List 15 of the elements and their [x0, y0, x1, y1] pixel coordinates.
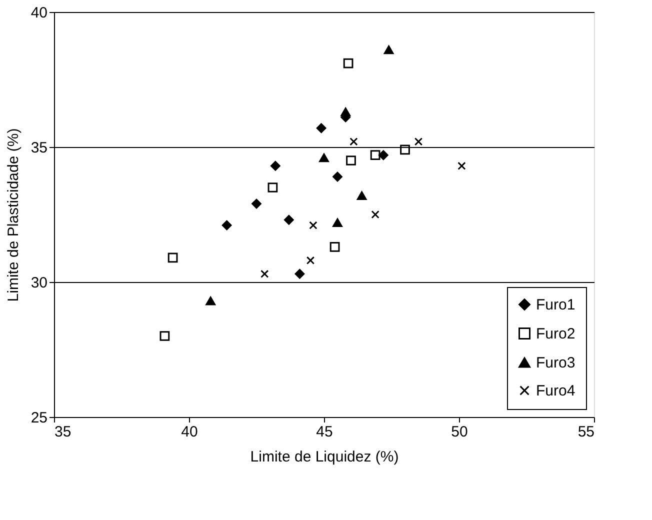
x-tick-label: 45 [316, 424, 333, 440]
y-tick-label: 30 [30, 274, 48, 292]
y-tick-label: 40 [30, 4, 48, 22]
x-tick-label: 40 [181, 424, 198, 440]
legend-label: Furo2 [536, 326, 576, 342]
x-tick-label: 55 [578, 424, 594, 440]
y-tick-label: 25 [30, 410, 48, 426]
x-tick-label: 50 [451, 424, 468, 440]
legend-label: Furo3 [536, 354, 576, 372]
legend-label: Furo1 [536, 296, 576, 314]
y-tick-label: 35 [30, 140, 48, 156]
legend-label: Furo4 [536, 382, 576, 400]
x-axis-title: Limite de Liquidez (%) [250, 448, 399, 466]
x-tick-label: 35 [54, 424, 72, 440]
y-axis-title: Limite de Plasticidade (%) [4, 128, 22, 302]
